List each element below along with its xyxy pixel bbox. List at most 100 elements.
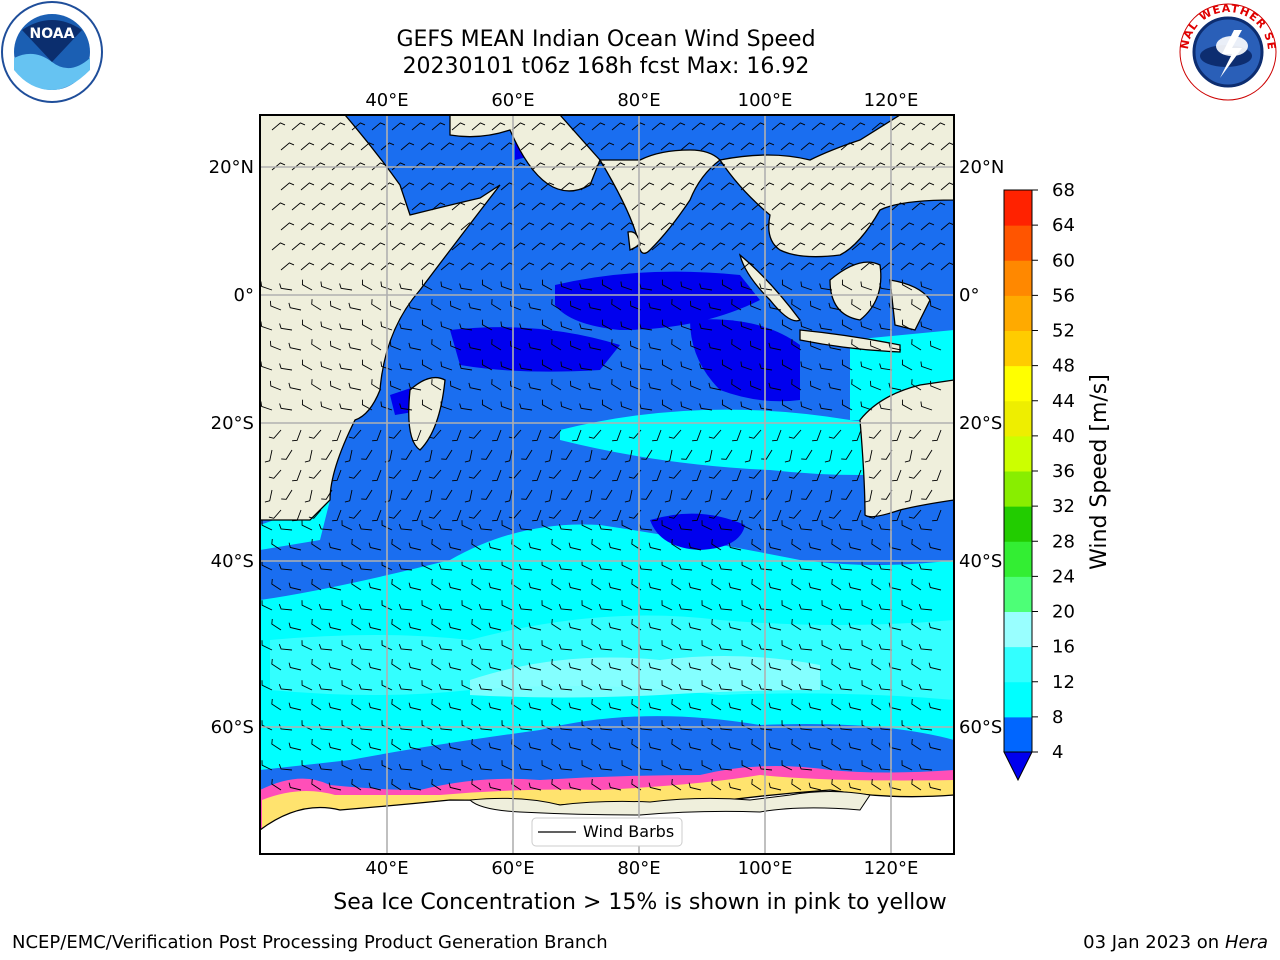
wind-barb — [588, 469, 602, 479]
wind-barb — [421, 640, 433, 651]
wind-barb — [678, 764, 693, 771]
noaa-logo-text: NOAA — [30, 26, 75, 42]
wind-barb — [261, 560, 273, 571]
wind-barb — [380, 321, 393, 331]
wind-barb — [511, 122, 526, 131]
wind-barb — [320, 142, 335, 151]
wind-barb — [741, 560, 753, 571]
wind-barb — [548, 509, 562, 519]
wind-barb — [360, 262, 375, 271]
wind-barb — [588, 342, 602, 351]
wind-barb — [560, 262, 575, 271]
wind-barb — [620, 401, 633, 411]
wind-barb — [932, 509, 942, 522]
wind-barb — [808, 702, 822, 711]
wind-barb — [801, 449, 813, 460]
lon-labels-top: 40°E 60°E 80°E 100°E 120°E — [365, 90, 918, 111]
wind-barb — [640, 222, 655, 231]
wind-barb — [278, 684, 293, 691]
wind-barb — [741, 680, 753, 691]
wind-barb — [451, 122, 466, 131]
wind-barb — [848, 702, 862, 711]
wind-barb — [798, 724, 813, 731]
lat-tick-left-40s: 40°S — [211, 551, 254, 572]
wind-barb — [638, 604, 653, 611]
wind-barb — [441, 489, 453, 500]
wind-barb — [308, 469, 322, 479]
colorbar-tick-label: 12 — [1052, 672, 1075, 693]
wind-barb — [760, 142, 775, 151]
wind-barb — [629, 340, 642, 351]
antarctica-coast-land — [468, 791, 871, 816]
wind-barb — [431, 658, 442, 671]
wind-barb — [541, 279, 553, 291]
wind-barb — [398, 604, 413, 611]
wind-barb — [261, 680, 273, 691]
wind-barb — [411, 202, 426, 211]
wind-barb — [668, 509, 682, 519]
wind-barb — [371, 379, 382, 391]
lon-tick-top-40: 40°E — [365, 90, 408, 111]
wind-barb — [771, 242, 786, 251]
wind-barb — [848, 542, 862, 551]
colorbar-tick-label: 64 — [1052, 215, 1075, 236]
wind-barb — [279, 323, 293, 331]
wind-barb — [568, 702, 582, 711]
wind-barb — [600, 182, 615, 191]
wind-barb — [358, 684, 373, 691]
wind-barb — [292, 429, 302, 442]
wind-barb — [711, 778, 722, 791]
wind-barb — [448, 662, 462, 671]
wind-barb — [851, 379, 862, 391]
wind-barb — [572, 429, 582, 442]
wind-barb — [399, 403, 413, 411]
wind-barb — [361, 449, 373, 460]
wind-barb — [581, 600, 593, 611]
colorbar-segment — [1004, 541, 1032, 577]
wind-barb — [598, 764, 613, 771]
wind-barb — [831, 538, 842, 551]
wind-barb — [901, 399, 913, 411]
colorbar-tick-label: 28 — [1052, 531, 1075, 552]
wind-barb — [791, 618, 802, 631]
wind-barb — [661, 760, 673, 771]
wind-barb — [891, 242, 906, 251]
wind-barb — [491, 242, 506, 251]
wind-barb — [551, 538, 562, 551]
wind-barb — [288, 662, 302, 671]
wind-barb — [340, 222, 355, 231]
colorbar-tick-label: 56 — [1052, 285, 1075, 306]
wind-barb — [478, 724, 493, 731]
wind-barb — [331, 202, 346, 211]
wind-barb — [689, 300, 702, 311]
wind-barb — [509, 300, 522, 311]
wind-barb — [732, 469, 742, 482]
wind-barb — [391, 242, 406, 251]
colorbar-segment — [1004, 611, 1032, 648]
wind-barb — [588, 382, 602, 391]
wind-barb — [438, 644, 453, 651]
wind-barb — [758, 524, 773, 531]
wind-barb — [861, 520, 873, 531]
wind-barb — [728, 542, 742, 551]
colorbar-segment — [1004, 400, 1032, 437]
wind-barb — [838, 524, 853, 531]
wind-barb — [781, 720, 793, 731]
wind-barb — [812, 469, 822, 482]
wind-barb — [648, 662, 662, 671]
wind-barb — [541, 319, 553, 331]
wind-barb — [772, 469, 782, 482]
wind-barb — [468, 469, 482, 479]
wind-barb — [878, 564, 893, 571]
wind-barb — [531, 242, 546, 251]
wind-barb — [869, 380, 882, 391]
wind-barb — [348, 429, 362, 439]
wind-barb — [588, 429, 602, 439]
wind-barb — [740, 401, 753, 411]
wind-barb — [648, 382, 662, 391]
wind-barb — [811, 242, 826, 251]
wind-barb — [831, 122, 846, 131]
lon-tick-top-120: 120°E — [864, 90, 919, 111]
wind-barb — [488, 742, 502, 751]
wind-barb — [612, 469, 622, 482]
